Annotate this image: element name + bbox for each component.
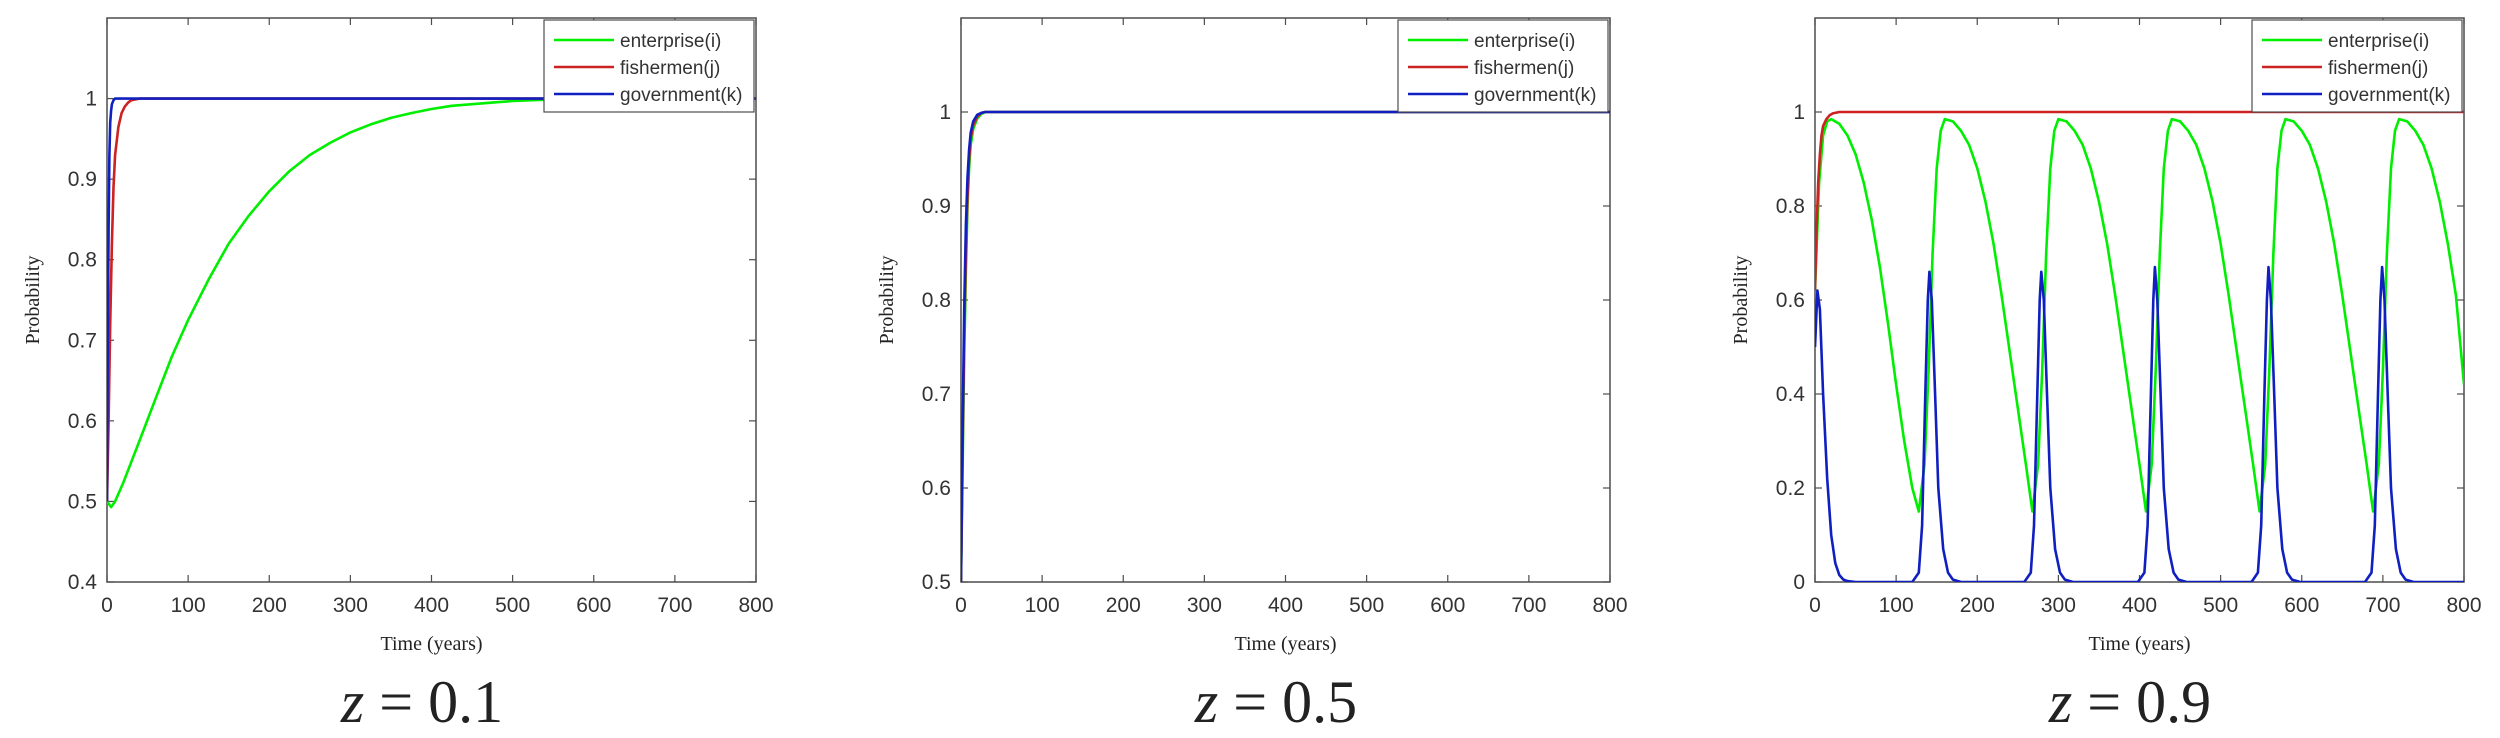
- y-tick-label: 0: [1793, 571, 1805, 594]
- panel-caption: z = 0.5: [1194, 669, 1357, 735]
- x-tick-label: 200: [1960, 594, 1995, 617]
- chart-panel-1: 0 100 200 300 400 500 600 700 800 0.4 0.5 0.6 0.7 0.8…: [22, 17, 774, 735]
- y-tick-label: 0.6: [922, 477, 951, 500]
- x-tick-label: 700: [2365, 594, 2400, 617]
- x-tick-label: 400: [2122, 594, 2157, 617]
- y-tick-label: 0.6: [68, 410, 97, 433]
- x-tick-label: 300: [333, 594, 368, 617]
- x-tick-label: 300: [2041, 594, 2076, 617]
- y-axis-label: Probability: [22, 256, 44, 345]
- x-tick-label: 100: [171, 594, 206, 617]
- x-tick-label: 600: [576, 594, 611, 617]
- y-tick-label: 0.7: [68, 329, 97, 352]
- y-tick-label: 0.7: [922, 383, 951, 406]
- y-tick-label: 1: [939, 101, 951, 124]
- y-tick-label: 0.9: [922, 195, 951, 218]
- legend-label: fishermen(j): [2328, 58, 2428, 79]
- y-tick-label: 0.5: [68, 490, 97, 513]
- chart-panel-2: 0 100 200 300 400 500 600 700 800 0.5 0.6 0.7 0.8 0.9…: [876, 17, 1628, 735]
- y-tick-label: 0.4: [1776, 383, 1806, 406]
- legend-label: fishermen(j): [1474, 58, 1574, 79]
- y-tick-label: 0.4: [68, 571, 98, 594]
- y-axis-label: Probability: [1730, 256, 1752, 345]
- legend-label: enterprise(i): [620, 31, 721, 52]
- y-tick-label: 0.9: [68, 168, 97, 191]
- x-tick-label: 500: [2203, 594, 2238, 617]
- legend: enterprise(i) fishermen(j) government(k): [2251, 19, 2463, 113]
- x-tick-label: 200: [252, 594, 287, 617]
- x-tick-label: 200: [1106, 594, 1141, 617]
- y-tick-label: 0.6: [1776, 289, 1805, 312]
- y-tick-label: 1: [85, 88, 97, 111]
- legend-label: government(k): [2328, 85, 2451, 106]
- x-tick-label: 600: [2284, 594, 2319, 617]
- series-line-governmentk: [961, 110, 1610, 582]
- legend: enterprise(i) fishermen(j) government(k): [1397, 19, 1609, 113]
- y-tick-label: 0.2: [1776, 477, 1805, 500]
- x-tick-label: 700: [1511, 594, 1546, 617]
- legend-label: enterprise(i): [1474, 31, 1575, 52]
- x-axis-label: Time (years): [1234, 633, 1336, 655]
- x-axis-label: Time (years): [380, 633, 482, 655]
- series-line-enterprisei: [107, 97, 756, 509]
- x-tick-label: 400: [1268, 594, 1303, 617]
- x-tick-label: 0: [1809, 594, 1821, 617]
- legend-label: government(k): [620, 85, 743, 106]
- x-tick-label: 500: [1349, 594, 1384, 617]
- y-tick-label: 0.8: [68, 249, 97, 272]
- series-line-fishermenj: [1815, 110, 2464, 291]
- x-tick-label: 100: [1025, 594, 1060, 617]
- x-tick-label: 500: [495, 594, 530, 617]
- series-line-governmentk: [107, 97, 756, 502]
- x-tick-label: 400: [414, 594, 449, 617]
- chart-panel-3: 0 100 200 300 400 500 600 700 800 0 0.2 0.4 0.6 0.8 1 T…: [1730, 17, 2482, 735]
- x-tick-label: 600: [1430, 594, 1465, 617]
- x-tick-label: 0: [101, 594, 113, 617]
- x-tick-label: 300: [1187, 594, 1222, 617]
- y-tick-label: 1: [1793, 101, 1805, 124]
- legend-label: government(k): [1474, 85, 1597, 106]
- y-tick-label: 0.8: [922, 289, 951, 312]
- x-tick-label: 700: [657, 594, 692, 617]
- legend-label: enterprise(i): [2328, 31, 2429, 52]
- x-axis-label: Time (years): [2088, 633, 2190, 655]
- legend-label: fishermen(j): [620, 58, 720, 79]
- x-tick-label: 0: [955, 594, 967, 617]
- y-tick-label: 0.8: [1776, 195, 1805, 218]
- x-tick-label: 800: [1592, 594, 1627, 617]
- series-line-governmentk: [1815, 265, 2464, 582]
- y-axis-label: Probability: [876, 256, 898, 345]
- panel-caption: z = 0.9: [2048, 669, 2211, 735]
- x-tick-label: 100: [1879, 594, 1914, 617]
- panel-caption: z = 0.1: [340, 669, 503, 735]
- y-tick-label: 0.5: [922, 571, 951, 594]
- legend: enterprise(i) fishermen(j) government(k): [543, 19, 755, 113]
- x-tick-label: 800: [2446, 594, 2481, 617]
- x-tick-label: 800: [738, 594, 773, 617]
